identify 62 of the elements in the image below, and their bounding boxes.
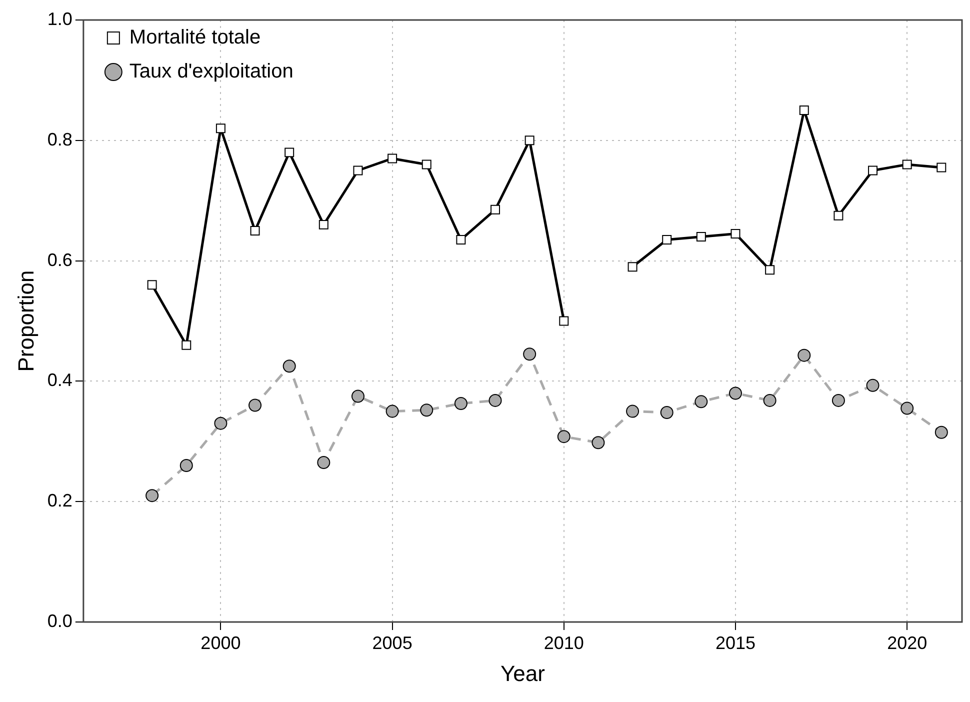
point (248, 398, 262, 412)
point (934, 426, 948, 439)
point (318, 220, 328, 230)
x-tick-label: 2020 (887, 632, 928, 653)
point (386, 404, 399, 418)
point (660, 406, 674, 420)
x-tick-label: 2010 (544, 632, 584, 653)
point (868, 166, 878, 176)
point (454, 396, 468, 410)
y-tick-label: 1.0 (47, 8, 72, 29)
point (422, 160, 432, 170)
point (147, 280, 157, 290)
point (902, 160, 912, 170)
point (180, 458, 193, 472)
point (936, 162, 946, 172)
point (250, 226, 260, 236)
y-axis-title: Proportion (13, 270, 38, 372)
point (662, 234, 672, 244)
point (798, 348, 811, 362)
y-tick-label: 0.4 (47, 370, 72, 390)
point (284, 148, 294, 158)
point (834, 210, 844, 220)
point (488, 394, 502, 407)
point (900, 402, 914, 415)
point (282, 360, 296, 373)
legend-label: Mortalité totale (129, 26, 261, 49)
point (216, 124, 226, 134)
point (696, 232, 706, 242)
point (866, 378, 880, 392)
point (456, 234, 466, 244)
y-tick-label: 0.6 (47, 250, 72, 270)
point (490, 204, 500, 214)
point (592, 436, 605, 450)
point (628, 262, 638, 272)
point (353, 166, 363, 176)
point (626, 404, 640, 418)
y-tick-label: 0.8 (47, 129, 72, 150)
point (799, 106, 809, 116)
x-axis-title: Year (500, 660, 545, 686)
point (317, 456, 330, 469)
point (730, 228, 740, 238)
point (559, 316, 569, 326)
point (420, 404, 434, 417)
point (524, 136, 534, 146)
point (763, 394, 776, 407)
point (728, 386, 742, 400)
point (388, 154, 398, 164)
y-tick-label: 0.0 (47, 610, 72, 631)
x-tick-label: 2000 (200, 632, 241, 653)
point (182, 340, 192, 350)
point (523, 348, 536, 361)
x-tick-label: 2005 (372, 632, 412, 653)
y-tick-label: 0.2 (47, 490, 72, 511)
point (765, 265, 775, 275)
point (351, 390, 364, 403)
point (214, 416, 228, 430)
point (832, 394, 845, 407)
point (146, 489, 159, 502)
point (557, 430, 570, 444)
point (694, 395, 708, 408)
x-tick-label: 2015 (715, 632, 756, 653)
legend-label: Taux d'exploitation (129, 60, 294, 83)
